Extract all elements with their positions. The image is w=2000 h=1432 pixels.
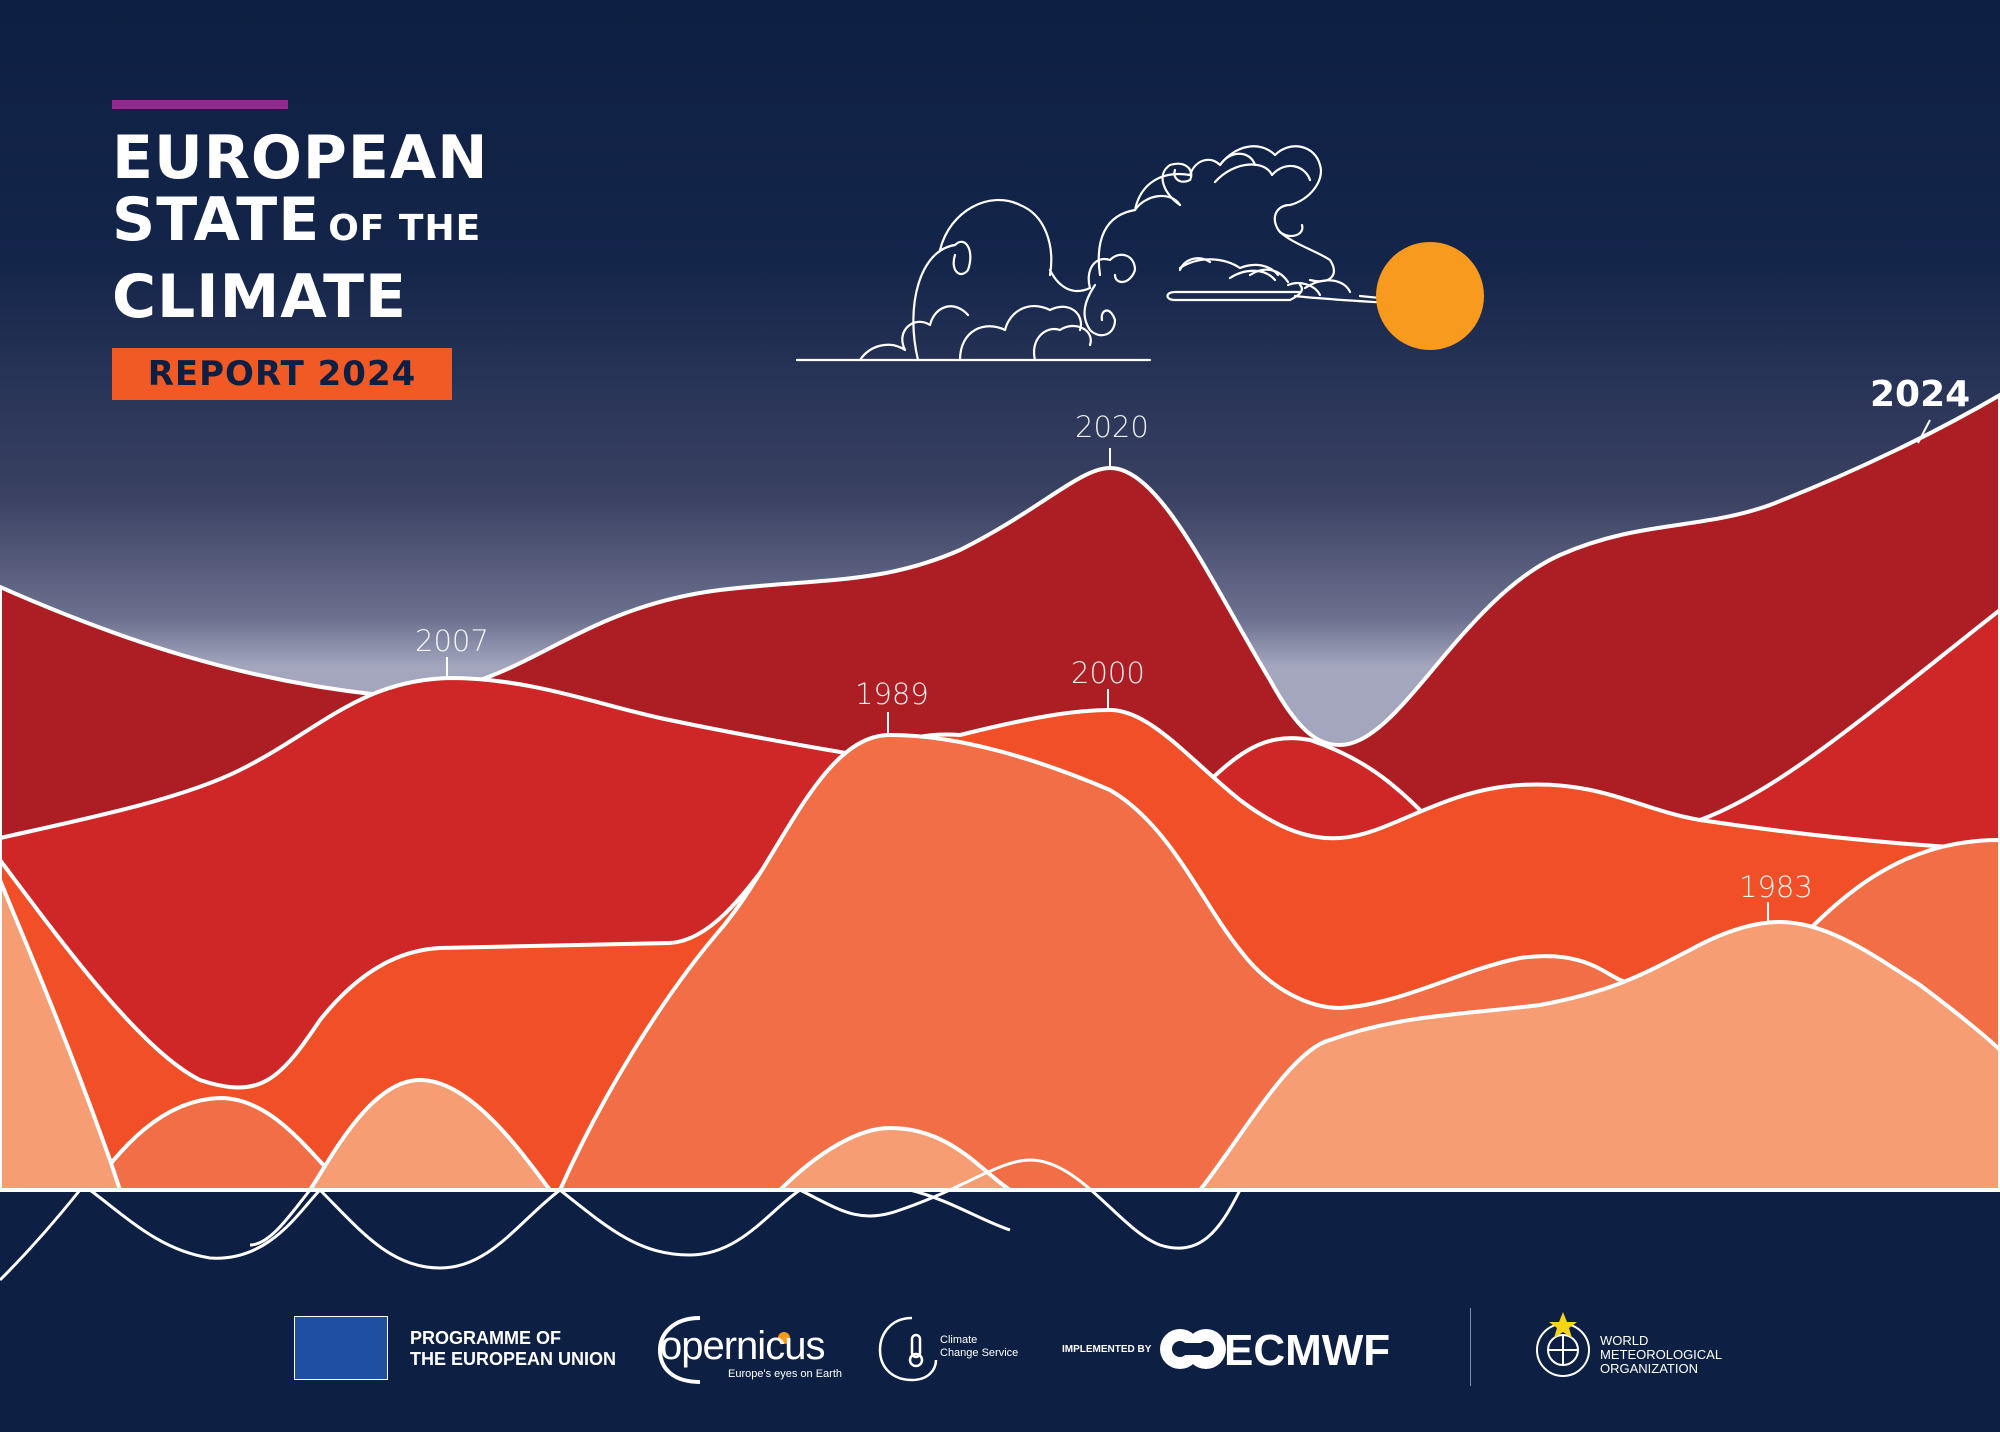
year-label-2020: 2020 xyxy=(1075,410,1149,444)
ecmwf-wordmark: ECMWF xyxy=(1224,1326,1391,1375)
c3s-label: Climate Change Service xyxy=(940,1334,1018,1360)
eu-programme-line1: PROGRAMME OF xyxy=(410,1328,561,1348)
title-line-state: STATE OF THE xyxy=(112,189,480,266)
ecmwf-logo-icon xyxy=(1160,1329,1226,1369)
title-line-european: EUROPEAN xyxy=(112,123,489,193)
implemented-by-label: IMPLEMENTED BY xyxy=(1062,1344,1152,1355)
report-year-badge: REPORT 2024 xyxy=(112,348,452,400)
wmo-line3: ORGANIZATION xyxy=(1600,1361,1698,1376)
c3s-line2: Change Service xyxy=(940,1347,1019,1359)
year-label-2007: 2007 xyxy=(415,624,489,658)
copernicus-tagline: Europe's eyes on Earth xyxy=(728,1368,843,1380)
partner-logos-footer: PROGRAMME OF THE EUROPEAN UNION opernicu… xyxy=(0,1300,2000,1400)
wmo-line1: WORLD xyxy=(1600,1333,1649,1348)
eu-programme-label: PROGRAMME OF THE EUROPEAN UNION xyxy=(410,1328,616,1370)
reflection-curves xyxy=(0,1158,1242,1282)
title-word-of-the: OF THE xyxy=(328,208,482,249)
copernicus-wordmark: opernicus xyxy=(660,1324,825,1368)
cloud-line-drawing xyxy=(795,145,1422,362)
report-title-block: EUROPEAN STATE OF THE CLIMATE REPORT 2024 xyxy=(112,100,489,400)
title-accent-rule xyxy=(112,100,288,109)
c3s-line1: Climate xyxy=(940,1334,978,1346)
year-label-2024: 2024 xyxy=(1870,374,1971,415)
c3s-thermometer-icon xyxy=(878,1316,938,1382)
year-label-1983: 1983 xyxy=(1739,870,1813,904)
copernicus-c-icon xyxy=(657,1316,701,1384)
tick-2024 xyxy=(1917,419,1931,444)
ground-band xyxy=(0,1190,2000,1432)
hill-peach xyxy=(0,879,2000,1192)
copernicus-dot-icon xyxy=(778,1332,790,1344)
eu-flag-icon xyxy=(294,1316,388,1380)
title-line-climate: CLIMATE xyxy=(112,262,407,332)
year-label-2000: 2000 xyxy=(1071,656,1145,690)
wmo-emblem-icon xyxy=(1536,1312,1590,1377)
eu-programme-line2: THE EUROPEAN UNION xyxy=(410,1349,617,1369)
year-label-1989: 1989 xyxy=(855,677,929,711)
title-word-state: STATE xyxy=(112,185,321,255)
wmo-label: WORLD METEOROLOGICAL ORGANIZATION xyxy=(1600,1334,1722,1376)
wmo-line2: METEOROLOGICAL xyxy=(1600,1347,1723,1362)
sun xyxy=(1376,242,1484,350)
footer-divider xyxy=(1470,1308,1471,1386)
